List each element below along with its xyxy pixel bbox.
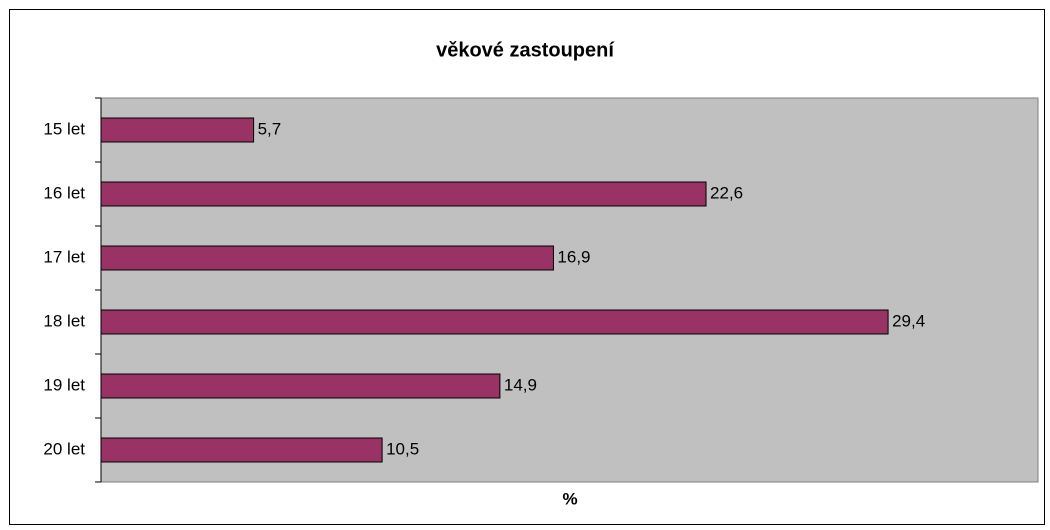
- data-label: 16,9: [557, 247, 590, 266]
- plot-area: [100, 97, 1039, 483]
- y-tick-label: 20 let: [43, 439, 85, 458]
- bar: [100, 437, 383, 463]
- bar: [100, 373, 501, 399]
- data-label: 22,6: [710, 183, 743, 202]
- y-tick-label: 18 let: [43, 311, 85, 330]
- data-label: 10,5: [386, 439, 419, 458]
- y-tick-label: 15 let: [43, 119, 85, 138]
- bar: [100, 181, 707, 207]
- data-label: 5,7: [258, 119, 282, 138]
- data-label: 14,9: [504, 375, 537, 394]
- x-axis-label: %: [562, 489, 577, 508]
- bar: [100, 117, 255, 143]
- data-label: 29,4: [892, 311, 925, 330]
- bar: [100, 309, 889, 335]
- y-tick-label: 16 let: [43, 183, 85, 202]
- y-tick-label: 17 let: [43, 247, 85, 266]
- y-tick-label: 19 let: [43, 375, 85, 394]
- bar: [100, 245, 554, 271]
- chart-title: věkové zastoupení: [436, 39, 615, 61]
